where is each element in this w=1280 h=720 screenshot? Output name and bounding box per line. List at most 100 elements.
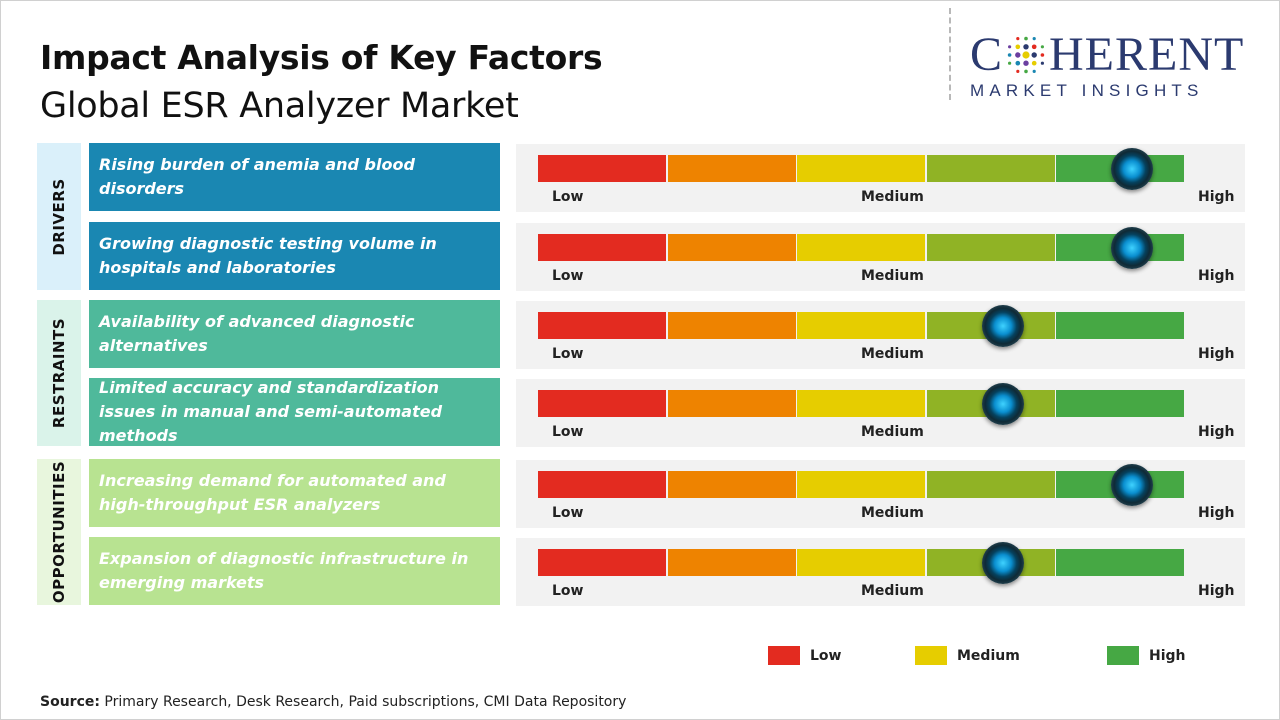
source-text: Primary Research, Desk Research, Paid su… bbox=[99, 694, 627, 710]
gauge-tick-label-low: Low bbox=[552, 189, 584, 205]
brand-logo: C HERENT MARKET INSIGHTS bbox=[970, 30, 1265, 101]
gauge-segment bbox=[1056, 549, 1184, 576]
gauge-segment bbox=[926, 155, 1055, 182]
gauge-segment bbox=[667, 471, 796, 498]
gauge-tick-label-low: Low bbox=[552, 424, 584, 440]
gauge-tick-label-high: High bbox=[1198, 505, 1235, 521]
legend-swatch-high bbox=[1107, 646, 1139, 665]
legend-item-medium: Medium bbox=[915, 646, 1020, 665]
gauge-tick-label-high: High bbox=[1198, 268, 1235, 284]
gauge-segment bbox=[1056, 390, 1184, 417]
category-label-drivers: DRIVERS bbox=[50, 177, 68, 256]
gauge-segment bbox=[538, 155, 666, 182]
factor-box: Growing diagnostic testing volume in hos… bbox=[89, 222, 500, 290]
legend-item-low: Low bbox=[768, 646, 841, 665]
factor-label: Expansion of diagnostic infrastructure i… bbox=[99, 549, 469, 592]
impact-marker bbox=[1111, 227, 1154, 269]
gauge-segment bbox=[667, 312, 796, 339]
gauge-segment bbox=[538, 471, 666, 498]
impact-marker bbox=[982, 542, 1025, 584]
gauge-segment bbox=[538, 234, 666, 261]
logo-dot bbox=[1022, 51, 1030, 59]
logo-dot-globe-icon bbox=[1007, 36, 1045, 74]
gauge-tick-label-high: High bbox=[1198, 583, 1235, 599]
logo-dot bbox=[1040, 53, 1045, 57]
legend-label-high: High bbox=[1149, 647, 1186, 664]
logo-dot bbox=[1024, 69, 1028, 74]
category-label-restraints: RESTRAINTS bbox=[50, 317, 68, 429]
impact-gauge: Low Medium High bbox=[516, 379, 1245, 447]
gauge-segment bbox=[797, 234, 925, 261]
impact-gauge: Low Medium High bbox=[516, 460, 1245, 528]
factor-label: Rising burden of anemia and blood disord… bbox=[99, 155, 415, 198]
chart-title: Impact Analysis of Key Factors bbox=[40, 38, 603, 77]
logo-dot bbox=[1040, 61, 1045, 65]
factor-box: Limited accuracy and standardization iss… bbox=[89, 378, 500, 446]
gauge-segment bbox=[926, 234, 1055, 261]
gauge-segment bbox=[667, 234, 796, 261]
logo-dot bbox=[1007, 53, 1012, 57]
category-label-opportunities: OPPORTUNITIES bbox=[50, 460, 68, 604]
factor-label: Growing diagnostic testing volume in hos… bbox=[99, 234, 437, 277]
gauge-tick-label-medium: Medium bbox=[861, 424, 924, 440]
legend-label-low: Low bbox=[810, 647, 842, 664]
gauge-segment bbox=[926, 471, 1055, 498]
gauge-tick-label-medium: Medium bbox=[861, 189, 924, 205]
gauge-tick-label-low: Low bbox=[552, 505, 584, 521]
logo-dot bbox=[1024, 36, 1028, 41]
gauge-tick-label-medium: Medium bbox=[861, 505, 924, 521]
logo-dot bbox=[1023, 60, 1029, 66]
gauge-tick-label-medium: Medium bbox=[861, 268, 924, 284]
factor-label: Availability of advanced diagnostic alte… bbox=[99, 312, 415, 355]
logo-dot bbox=[1015, 52, 1021, 58]
impact-gauge: Low Medium High bbox=[516, 301, 1245, 369]
logo-dot bbox=[1015, 44, 1021, 50]
gauge-segment bbox=[797, 155, 925, 182]
gauge-tick-label-low: Low bbox=[552, 346, 584, 362]
gauge-tick-label-high: High bbox=[1198, 346, 1235, 362]
category-band-restraints: RESTRAINTS bbox=[37, 300, 81, 446]
legend-swatch-low bbox=[768, 646, 800, 665]
logo-dot bbox=[1015, 60, 1021, 66]
legend-item-high: High bbox=[1107, 646, 1186, 665]
factor-label: Limited accuracy and standardization iss… bbox=[99, 378, 443, 445]
logo-dot bbox=[1023, 44, 1029, 50]
logo-dot bbox=[1040, 45, 1045, 49]
logo-dot bbox=[1008, 61, 1012, 65]
source-note: Source: Primary Research, Desk Research,… bbox=[40, 694, 626, 710]
logo-dot bbox=[1031, 52, 1037, 58]
impact-marker bbox=[982, 383, 1025, 425]
logo-divider bbox=[949, 8, 951, 100]
gauge-tick-label-medium: Medium bbox=[861, 583, 924, 599]
factor-box: Availability of advanced diagnostic alte… bbox=[89, 300, 500, 368]
impact-marker bbox=[982, 305, 1025, 347]
gauge-tick-label-high: High bbox=[1198, 424, 1235, 440]
logo-tagline: MARKET INSIGHTS bbox=[970, 81, 1204, 100]
category-band-drivers: DRIVERS bbox=[37, 143, 81, 290]
factor-box: Increasing demand for automated and high… bbox=[89, 459, 500, 527]
logo-letters-herent: HERENT bbox=[1049, 28, 1245, 81]
source-prefix: Source: bbox=[40, 694, 100, 710]
gauge-segment bbox=[797, 312, 925, 339]
gauge-segment bbox=[797, 390, 925, 417]
gauge-segment bbox=[538, 390, 666, 417]
gauge-tick-label-high: High bbox=[1198, 189, 1235, 205]
impact-marker bbox=[1111, 148, 1154, 190]
gauge-tick-label-low: Low bbox=[552, 583, 584, 599]
logo-letter-c: C bbox=[970, 28, 1004, 81]
gauge-tick-label-medium: Medium bbox=[861, 346, 924, 362]
gauge-segment bbox=[667, 549, 796, 576]
factor-box: Expansion of diagnostic infrastructure i… bbox=[89, 537, 500, 605]
legend-label-medium: Medium bbox=[957, 647, 1020, 664]
impact-gauge: Low Medium High bbox=[516, 144, 1245, 212]
impact-gauge: Low Medium High bbox=[516, 538, 1245, 606]
gauge-tick-label-low: Low bbox=[552, 268, 584, 284]
gauge-segment bbox=[797, 471, 925, 498]
gauge-segment bbox=[538, 312, 666, 339]
impact-marker bbox=[1111, 464, 1154, 506]
logo-dot bbox=[1032, 69, 1036, 73]
impact-gauge: Low Medium High bbox=[516, 223, 1245, 291]
gauge-segment bbox=[797, 549, 925, 576]
gauge-segment bbox=[667, 390, 796, 417]
category-band-opportunities: OPPORTUNITIES bbox=[37, 459, 81, 605]
